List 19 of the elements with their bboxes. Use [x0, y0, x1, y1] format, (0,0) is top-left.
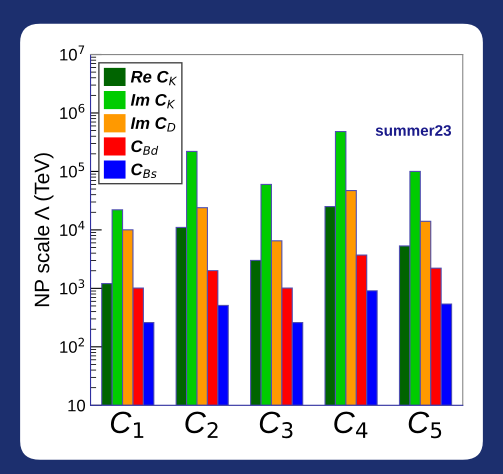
y-tick-label: 10$^{5}$ [60, 162, 84, 178]
x-tick-label: C$_{1}$ [110, 412, 144, 438]
legend-label: C$_{Bs}$ [131, 164, 157, 178]
y-tick-label: 10$^{3}$ [60, 279, 84, 294]
x-tick-label: C$_{5}$ [408, 412, 442, 438]
y-tick-label: 10$^{6}$ [60, 104, 84, 120]
x-tick-label: C$_{2}$ [185, 412, 218, 438]
y-tick-label: 10$^{2}$ [60, 338, 84, 353]
y-tick-label: 10 [68, 400, 86, 412]
legend-label: Re C$_{K}$ [130, 70, 178, 86]
y-axis-title: NP scale Λ (TeV) [34, 153, 54, 306]
legend-label: Im C$_{K}$ [130, 94, 176, 108]
annotation: summer23 [376, 125, 452, 136]
x-tick-label: C$_{3}$ [260, 412, 292, 438]
x-tick-label: C$_{4}$ [334, 412, 368, 438]
legend-label: C$_{Bd}$ [131, 140, 158, 155]
legend-label: Im C$_{D}$ [130, 117, 176, 132]
y-tick-label: 10$^{7}$ [60, 46, 84, 61]
y-tick-label: 10$^{4}$ [60, 220, 84, 236]
